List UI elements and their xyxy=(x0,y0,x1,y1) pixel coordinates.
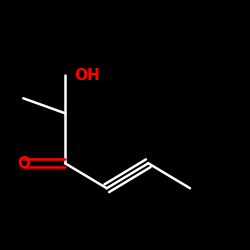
Text: OH: OH xyxy=(74,68,100,82)
Text: O: O xyxy=(17,156,30,171)
